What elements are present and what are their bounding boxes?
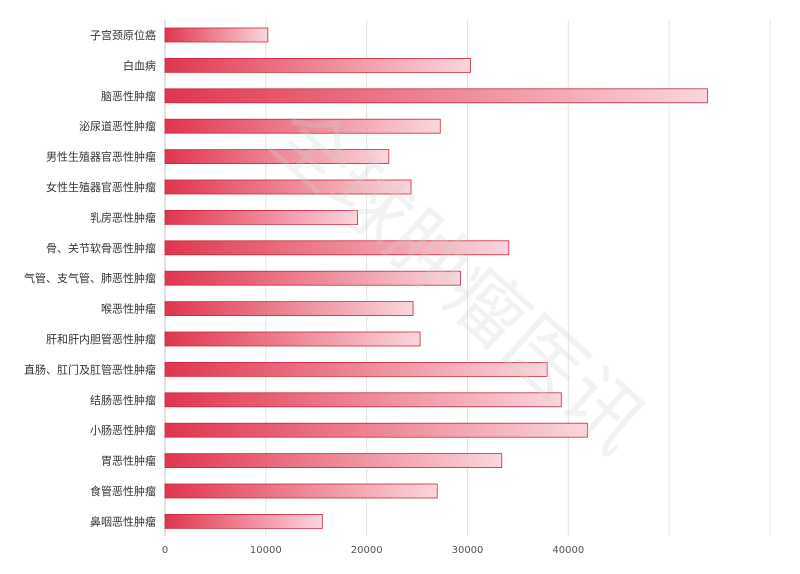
bar [164, 514, 323, 529]
category-label: 脑恶性肿瘤 [101, 89, 156, 103]
bar [164, 301, 414, 317]
x-axis-ticks: 0 10000 20000 30000 40000 [162, 545, 584, 556]
x-tick-label: 20000 [351, 545, 383, 556]
bar [164, 392, 562, 408]
bar [164, 331, 421, 347]
category-label: 鼻咽恶性肿瘤 [90, 514, 156, 528]
bar [164, 209, 358, 225]
bar [164, 453, 503, 469]
category-labels: 子宫颈原位癌白血病脑恶性肿瘤泌尿道恶性肿瘤男性生殖器官恶性肿瘤女性生殖器官恶性肿… [24, 28, 156, 528]
bar [164, 27, 269, 43]
category-label: 女性生殖器官恶性肿瘤 [46, 180, 156, 194]
bar [164, 483, 438, 499]
bars [164, 27, 708, 529]
category-label: 喉恶性肿瘤 [101, 302, 156, 316]
bar [164, 179, 412, 195]
category-label: 肝和肝内胆管恶性肿瘤 [46, 332, 156, 346]
category-label: 乳房恶性肿瘤 [90, 210, 156, 224]
bar [164, 240, 510, 256]
category-label: 直肠、肛门及肛管恶性肿瘤 [24, 362, 156, 376]
category-label: 子宫颈原位癌 [90, 28, 156, 42]
bar [164, 422, 588, 438]
x-tick-label: 0 [162, 545, 168, 556]
category-label: 男性生殖器官恶性肿瘤 [46, 150, 156, 164]
category-label: 食管恶性肿瘤 [90, 484, 156, 498]
category-label: 结肠恶性肿瘤 [90, 393, 156, 407]
category-label: 白血病 [123, 58, 156, 72]
bar [164, 361, 548, 377]
x-tick-label: 30000 [452, 545, 484, 556]
category-label: 小肠恶性肿瘤 [90, 423, 156, 437]
category-label: 泌尿道恶性肿瘤 [79, 119, 156, 133]
category-label: 胃恶性肿瘤 [101, 454, 156, 468]
x-tick-label: 10000 [250, 545, 282, 556]
bar [164, 270, 461, 286]
x-tick-label: 40000 [552, 545, 584, 556]
category-label: 气管、支气管、肺恶性肿瘤 [24, 271, 156, 285]
bar [164, 58, 471, 73]
category-label: 骨、关节软骨恶性肿瘤 [46, 241, 156, 255]
bar [164, 149, 390, 165]
bar [164, 118, 441, 134]
bar [164, 88, 708, 104]
